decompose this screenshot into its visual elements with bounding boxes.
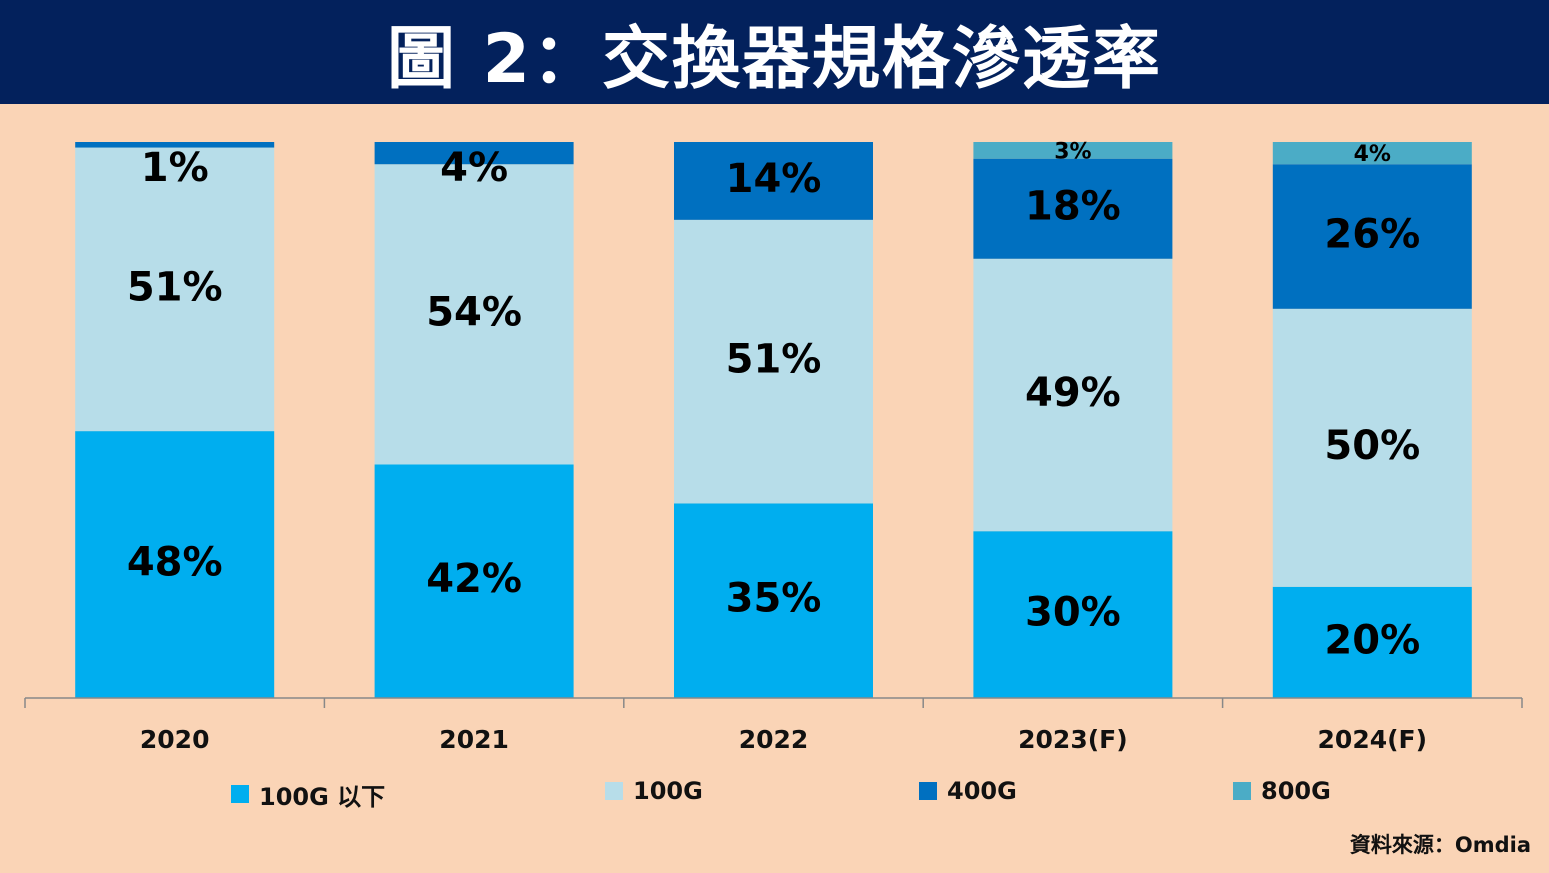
data-label-400g-3: 18% [1025,184,1121,230]
bar-100g-3 [973,258,1173,532]
bar-400g-3 [973,158,1173,259]
chart-title: 圖 2：交換器規格滲透率 [387,19,1162,99]
data-label-100g-4: 50% [1324,423,1420,469]
bar-below-100g-0 [75,431,275,698]
data-label-800g-3: 3% [1054,139,1091,164]
bar-100g-2 [674,219,873,504]
x-tick-label-1: 2021 [439,725,509,754]
bar-400g-2 [674,142,873,220]
data-label-800g-4: 4% [1354,142,1391,167]
title-banner: 圖 2：交換器規格滲透率 [0,0,1549,104]
data-label-400g-0: 1% [141,145,209,191]
x-tick-label-0: 2020 [140,725,210,754]
data-label-below-100g-2: 35% [726,576,822,622]
data-label-100g-2: 51% [726,337,822,383]
x-tick-label-2: 2022 [739,725,809,754]
bar-below-100g-4 [1272,586,1472,698]
data-label-below-100g-0: 48% [127,540,223,586]
bar-100g-1 [374,164,574,465]
legend-label-800g: 800G [1261,777,1331,805]
bar-below-100g-3 [973,531,1173,698]
data-label-400g-4: 26% [1324,212,1420,258]
legend-swatch-below-100g [231,785,249,803]
bar-800g-4 [1272,142,1472,165]
x-tick-label-4: 2024(F) [1318,725,1428,754]
legend-swatch-400g [919,782,937,800]
bar-800g-3 [973,142,1173,159]
legend-label-below-100g: 100G 以下 [259,782,386,811]
data-label-below-100g-3: 30% [1025,590,1121,636]
bar-below-100g-2 [674,503,873,698]
legend-label-100g: 100G [633,777,703,805]
bar-100g-0 [75,147,275,432]
x-tick-label-3: 2023(F) [1018,725,1128,754]
legend-swatch-800g [1233,782,1251,800]
legend-label-400g: 400G [947,777,1017,805]
bar-400g-1 [374,142,574,165]
bar-400g-0 [75,142,275,148]
legend-item-400g: 400G [919,773,1017,809]
bar-400g-4 [1272,164,1472,309]
data-label-100g-3: 49% [1025,370,1121,416]
data-label-400g-2: 14% [726,156,822,202]
legend-item-800g: 800G [1233,773,1331,809]
data-label-400g-1: 4% [440,145,508,191]
data-label-below-100g-4: 20% [1324,617,1420,663]
legend-item-below-100g: 100G 以下 [231,776,385,812]
legend-swatch-100g [605,782,623,800]
legend-item-100g: 100G [605,773,703,809]
data-label-below-100g-1: 42% [426,556,522,602]
bar-100g-4 [1272,308,1472,587]
data-label-100g-1: 54% [426,289,522,335]
bar-below-100g-1 [374,464,574,698]
data-label-100g-0: 51% [127,264,223,310]
source-note: 資料來源：Omdia [1349,833,1531,857]
